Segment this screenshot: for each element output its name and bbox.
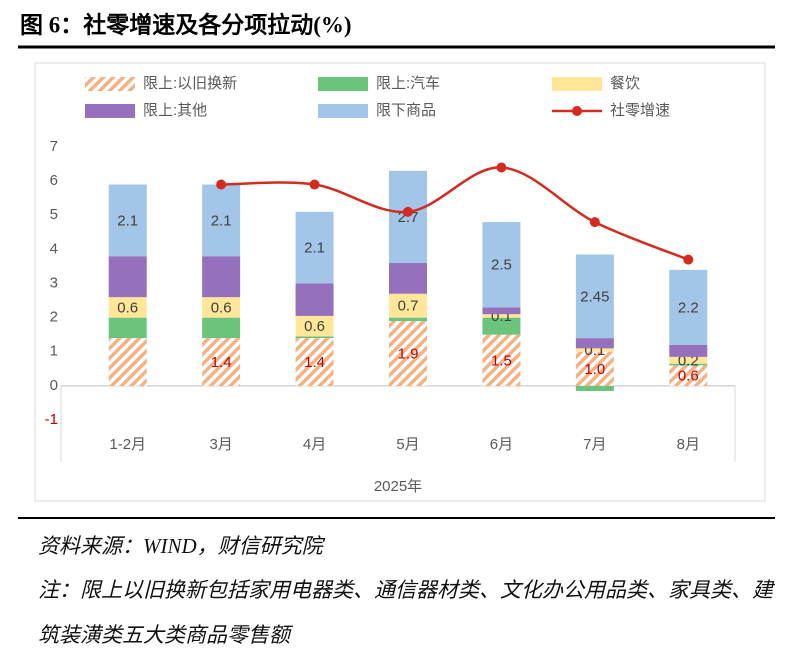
x-tick-label: 8月 — [677, 436, 700, 453]
legend-marker — [572, 106, 582, 116]
legend-swatch — [318, 104, 368, 118]
chart-title: 图 6：社零增速及各分项拉动(%) — [20, 11, 352, 37]
bar-segment — [575, 338, 614, 349]
chart: 图 6：社零增速及各分项拉动(%) -1 0 1 2 3 4 5 6 7 2025年 1-2月 0.6… — [18, 11, 775, 519]
legend-swatch — [85, 77, 135, 91]
line-marker — [496, 162, 507, 173]
bar-segment — [295, 338, 334, 386]
line-marker — [589, 217, 600, 228]
line-marker — [309, 179, 320, 190]
legend-label: 餐饮 — [610, 75, 640, 92]
bar-segment — [482, 334, 521, 386]
data-label: 1.4 — [304, 354, 325, 371]
data-label: 1.4 — [211, 354, 232, 371]
data-label: 2.1 — [304, 240, 325, 257]
bar-segment — [669, 363, 708, 366]
data-label: 2.5 — [491, 257, 512, 274]
data-label: 2.1 — [117, 212, 138, 229]
x-axis-title: 2025年 — [374, 478, 422, 495]
bar-segment — [389, 263, 427, 294]
bar-segment — [389, 170, 427, 264]
bar-segment — [108, 297, 147, 318]
x-tick-label: 6月 — [490, 436, 513, 453]
bar-segment — [108, 256, 147, 298]
data-label: 1.0 — [584, 361, 605, 378]
legend-label: 社零增速 — [610, 102, 670, 119]
bar-segment — [575, 385, 614, 391]
data-label: 2.1 — [211, 212, 232, 229]
bar-segment — [295, 336, 334, 339]
line-marker — [683, 254, 694, 265]
data-label: 0.6 — [117, 299, 138, 316]
source: 资料来源：WIND，财信研究院 — [38, 534, 323, 558]
data-label: 0.6 — [678, 368, 699, 385]
bar-segment — [295, 211, 334, 284]
legend-label: 限下商品 — [376, 102, 436, 119]
bar-segment — [575, 348, 614, 352]
legend-label: 限上:其他 — [143, 102, 207, 119]
bar-segment — [482, 222, 521, 308]
note: 注：限上以旧换新包括家用电器类、通信器材类、文化办公用品类、家具类、建筑装潢类五… — [38, 578, 773, 647]
bar-segment — [669, 365, 708, 386]
bar-segment — [108, 338, 147, 386]
x-tick-label: 1-2月 — [109, 436, 146, 453]
bar-segment — [669, 344, 708, 357]
x-tick-label: 5月 — [396, 436, 419, 453]
bar-segment — [202, 256, 241, 298]
y-tick-label: 3 — [50, 274, 58, 291]
bar-segment — [482, 317, 521, 335]
y-tick-label: 0 — [50, 377, 58, 394]
bar-segment — [202, 338, 241, 386]
y-tick-label: 2 — [50, 309, 58, 326]
bar-segment — [389, 321, 427, 386]
x-tick-label: 3月 — [209, 436, 232, 453]
bar-segment — [202, 317, 241, 339]
bar-segment — [575, 351, 614, 386]
bar-segment — [669, 269, 708, 345]
legend-label: 限上:以旧换新 — [143, 75, 237, 92]
bar-segment — [482, 314, 521, 318]
bar-segment — [108, 184, 147, 257]
y-tick-label: -1 — [45, 411, 58, 428]
legend-swatch — [552, 77, 602, 91]
bar-segment — [389, 293, 427, 318]
y-tick-label: 5 — [50, 206, 58, 223]
legend-swatch — [318, 77, 368, 91]
data-label: 2.45 — [580, 288, 609, 305]
y-tick-label: 1 — [50, 343, 58, 360]
data-label: 0.6 — [304, 318, 325, 335]
bar-segment — [108, 317, 147, 339]
line-marker — [403, 206, 413, 217]
data-label: 0.6 — [211, 299, 232, 316]
chart-frame — [34, 62, 766, 502]
bar-segment — [202, 184, 241, 257]
data-label: 1.9 — [398, 345, 419, 362]
y-tick-label: 6 — [50, 172, 58, 189]
x-tick-label: 7月 — [583, 436, 606, 453]
bar-segment — [575, 254, 614, 339]
y-tick-label: 7 — [50, 138, 58, 155]
data-label: 0.7 — [398, 298, 419, 315]
line-marker — [216, 179, 227, 190]
data-label: 1.5 — [491, 352, 512, 369]
bar-segment — [202, 297, 241, 318]
data-label: 2.2 — [678, 299, 699, 316]
legend-swatch — [85, 104, 135, 118]
line-series — [221, 166, 689, 261]
bar-segment — [389, 317, 427, 322]
bar-segment — [295, 283, 334, 316]
bar-segment — [482, 307, 521, 315]
bar-segment — [295, 315, 334, 337]
bar-segment — [669, 356, 708, 364]
y-tick-label: 4 — [50, 240, 58, 257]
legend-label: 限上:汽车 — [376, 75, 440, 92]
x-tick-label: 4月 — [303, 436, 326, 453]
